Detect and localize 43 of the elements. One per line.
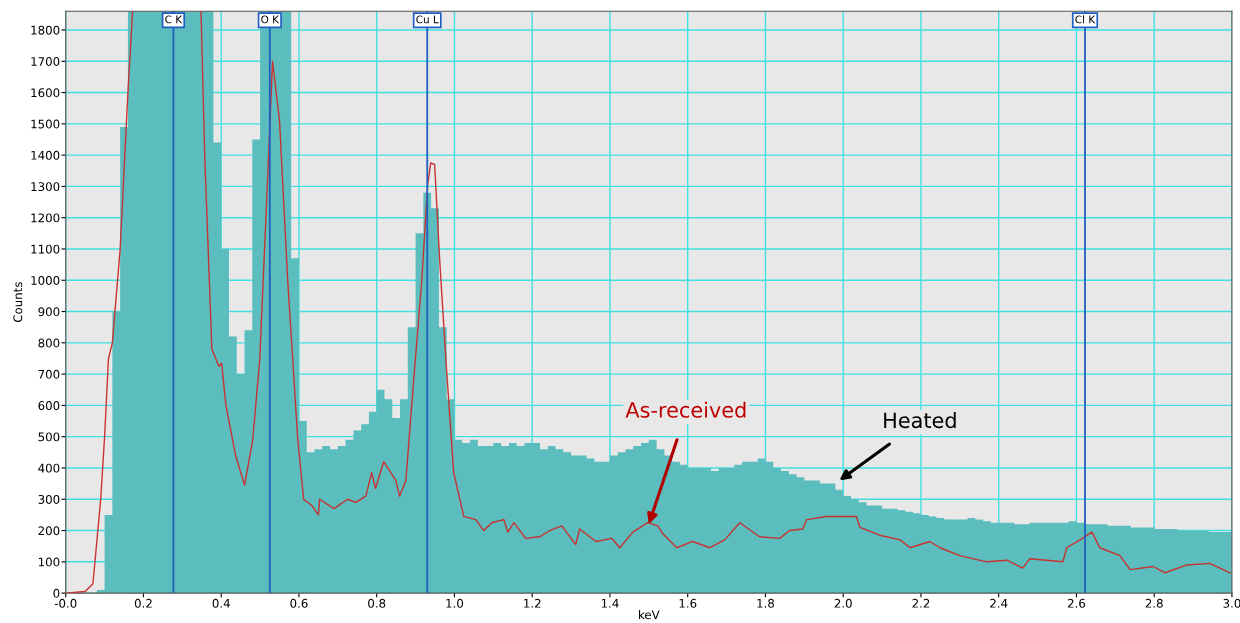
x-axis-title: keV	[639, 610, 660, 620]
y-tick-label: 200	[38, 526, 60, 536]
y-tick-label: 900	[38, 307, 60, 317]
y-tick-label: 1700	[31, 56, 60, 66]
x-tick-label: 2.2	[912, 598, 930, 608]
x-tick-label: 1.2	[524, 598, 541, 608]
y-tick-label: 500	[38, 432, 60, 442]
y-tick-label: 1200	[31, 213, 60, 223]
ref-line-label: Cu L	[416, 15, 439, 24]
x-tick-label: 1.0	[446, 598, 464, 608]
y-tick-label: 1400	[31, 150, 60, 160]
x-tick-label: 1.4	[601, 599, 619, 608]
y-tick-label: 600	[38, 401, 60, 411]
ref-line-label: O K	[261, 15, 280, 24]
y-tick-label: 1000	[31, 275, 60, 285]
y-tick-label: 400	[38, 463, 60, 473]
x-tick-label: 3.0	[1223, 598, 1240, 608]
y-tick-label: 800	[38, 338, 60, 348]
annotation: As-received	[625, 401, 746, 418]
x-tick-label: -0.0	[54, 598, 77, 608]
y-tick-label: 1800	[31, 25, 60, 35]
x-tick-label: 2.4	[990, 598, 1008, 608]
x-tick-label: 2.0	[834, 598, 852, 608]
y-tick-label: 700	[38, 369, 60, 379]
x-tick-label: 1.6	[679, 598, 697, 608]
x-tick-label: 0.4	[212, 598, 230, 608]
ref-line-label: C K	[165, 15, 183, 24]
x-tick-label: 2.6	[1067, 598, 1086, 608]
y-tick-label: 100	[38, 557, 60, 567]
y-tick-label: 1100	[31, 244, 60, 254]
annotation: Heated	[884, 412, 956, 429]
x-tick-label: 1.8	[757, 598, 775, 608]
y-tick-label: 1300	[31, 182, 60, 192]
y-tick-label: 1500	[31, 119, 60, 129]
y-tick-label: 1600	[31, 88, 60, 98]
y-tick-label: 0	[53, 588, 60, 598]
x-tick-label: 2.8	[1145, 598, 1163, 608]
y-tick-label: 300	[38, 494, 60, 504]
x-tick-label: 0.2	[134, 598, 152, 608]
y-axis-title: Counts	[13, 282, 23, 323]
x-tick-label: 0.8	[368, 598, 386, 608]
x-tick-label: 0.6	[290, 598, 308, 608]
ref-line-label: Cl K	[1075, 15, 1096, 24]
